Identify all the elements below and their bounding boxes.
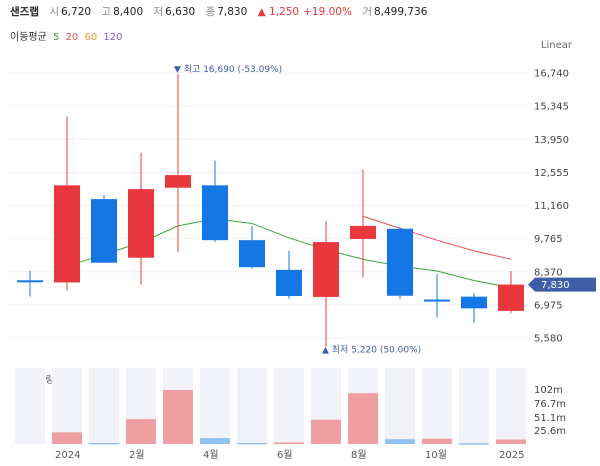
- x-tick-label: 2025: [499, 450, 524, 461]
- volume-label: 거: [362, 6, 372, 18]
- volume-tick-label: 76.7m: [534, 399, 566, 410]
- volume-value: 8,499,736: [373, 6, 428, 18]
- moving-average-label: 이동평균: [10, 32, 47, 43]
- open-value: 6,720: [61, 6, 92, 18]
- x-tick-label: 2월: [129, 449, 145, 461]
- ma-60-toggle[interactable]: 60: [84, 32, 98, 43]
- candle-body: [313, 242, 339, 297]
- volume-column-bg: [52, 368, 82, 444]
- volume-column-bg: [89, 368, 119, 444]
- volume-column-bg: [385, 368, 415, 444]
- candle-body: [54, 185, 80, 283]
- price-summary: 샌즈랩 시 6,720 고 8,400 저 6,630 종 7,830 ▲ 1,250 +…: [10, 4, 434, 18]
- volume-bar: [163, 390, 193, 444]
- volume-column-bg: [200, 368, 230, 444]
- high-annotation: ▼ 최고 16,690 (-53.09%): [174, 64, 282, 75]
- current-price-tag: [528, 277, 596, 292]
- volume-tick-label: 25.6m: [534, 426, 566, 437]
- close-value: 7,830: [217, 6, 248, 18]
- x-tick-label: 6월: [277, 449, 293, 461]
- candle-body: [128, 189, 154, 258]
- candle-body: [202, 185, 228, 241]
- y-tick-label: 13,950: [534, 135, 569, 146]
- volume-bar: [459, 443, 489, 445]
- volume-bar: [89, 442, 119, 445]
- y-tick-label: 6,975: [534, 300, 563, 311]
- ma-120-toggle[interactable]: 120: [103, 32, 123, 43]
- open-label: 시: [49, 6, 59, 18]
- candle-body: [276, 269, 302, 296]
- current-price-label: 7,830: [541, 280, 570, 291]
- volume-column-bg: [15, 368, 45, 444]
- volume-bar: [52, 432, 82, 444]
- close-label: 종: [205, 6, 216, 18]
- volume-bar: [496, 439, 526, 444]
- change-value: ▲ 1,250: [257, 6, 300, 18]
- low-label: 저: [153, 6, 164, 18]
- candle-body: [17, 280, 43, 283]
- volume-column-bg: [422, 368, 452, 444]
- high-label: 고: [101, 6, 112, 18]
- x-tick-label: 4월: [203, 449, 219, 461]
- y-tick-label: 8,370: [534, 267, 563, 278]
- low-value: 6,630: [165, 6, 196, 18]
- volume-tick-label: 102m: [534, 385, 563, 396]
- stock-name: 샌즈랩: [10, 6, 39, 18]
- volume-column-bg: [274, 368, 304, 444]
- y-tick-label: 16,740: [534, 69, 569, 80]
- low-annotation: ▲ 최저 5,220 (50.00%): [322, 345, 421, 356]
- volume-bar: [311, 419, 341, 444]
- x-tick-label: 2024: [55, 450, 80, 461]
- ma-20-toggle[interactable]: 20: [65, 32, 79, 43]
- moving-average-legend: 이동평균 5 20 60 120: [10, 28, 126, 43]
- y-tick-label: 11,160: [534, 201, 569, 212]
- candle-body: [239, 240, 265, 268]
- ma-5-toggle[interactable]: 5: [53, 32, 60, 43]
- scale-mode-toggle[interactable]: Linear: [540, 40, 572, 51]
- y-tick-label: 9,765: [534, 234, 563, 245]
- y-tick-label: 15,345: [534, 102, 569, 113]
- x-tick-label: 8월: [351, 449, 367, 461]
- volume-bar: [237, 442, 267, 445]
- x-tick-label: 10월: [425, 449, 447, 461]
- candle-body: [498, 284, 524, 311]
- ma20-line: [362, 215, 512, 260]
- candle-body: [424, 299, 450, 302]
- candle-body: [350, 225, 376, 239]
- volume-column-bg: [237, 368, 267, 444]
- high-value: 8,400: [113, 6, 144, 18]
- y-tick-label: 5,580: [534, 334, 563, 345]
- change-percent: +19.00%: [303, 6, 352, 18]
- volume-column-bg: [496, 368, 526, 444]
- volume-bar: [126, 419, 156, 444]
- volume-column-bg: [459, 368, 489, 444]
- candle-body: [461, 296, 487, 309]
- volume-bar: [274, 442, 304, 444]
- volume-bar: [348, 393, 378, 444]
- volume-tick-label: 51.1m: [534, 413, 566, 424]
- candle-body: [165, 175, 191, 188]
- candle-body: [387, 228, 413, 296]
- volume-bar: [200, 438, 230, 444]
- candle-body: [91, 199, 117, 263]
- volume-bar: [422, 438, 452, 444]
- y-tick-label: 12,555: [534, 168, 569, 179]
- volume-bar: [385, 439, 415, 444]
